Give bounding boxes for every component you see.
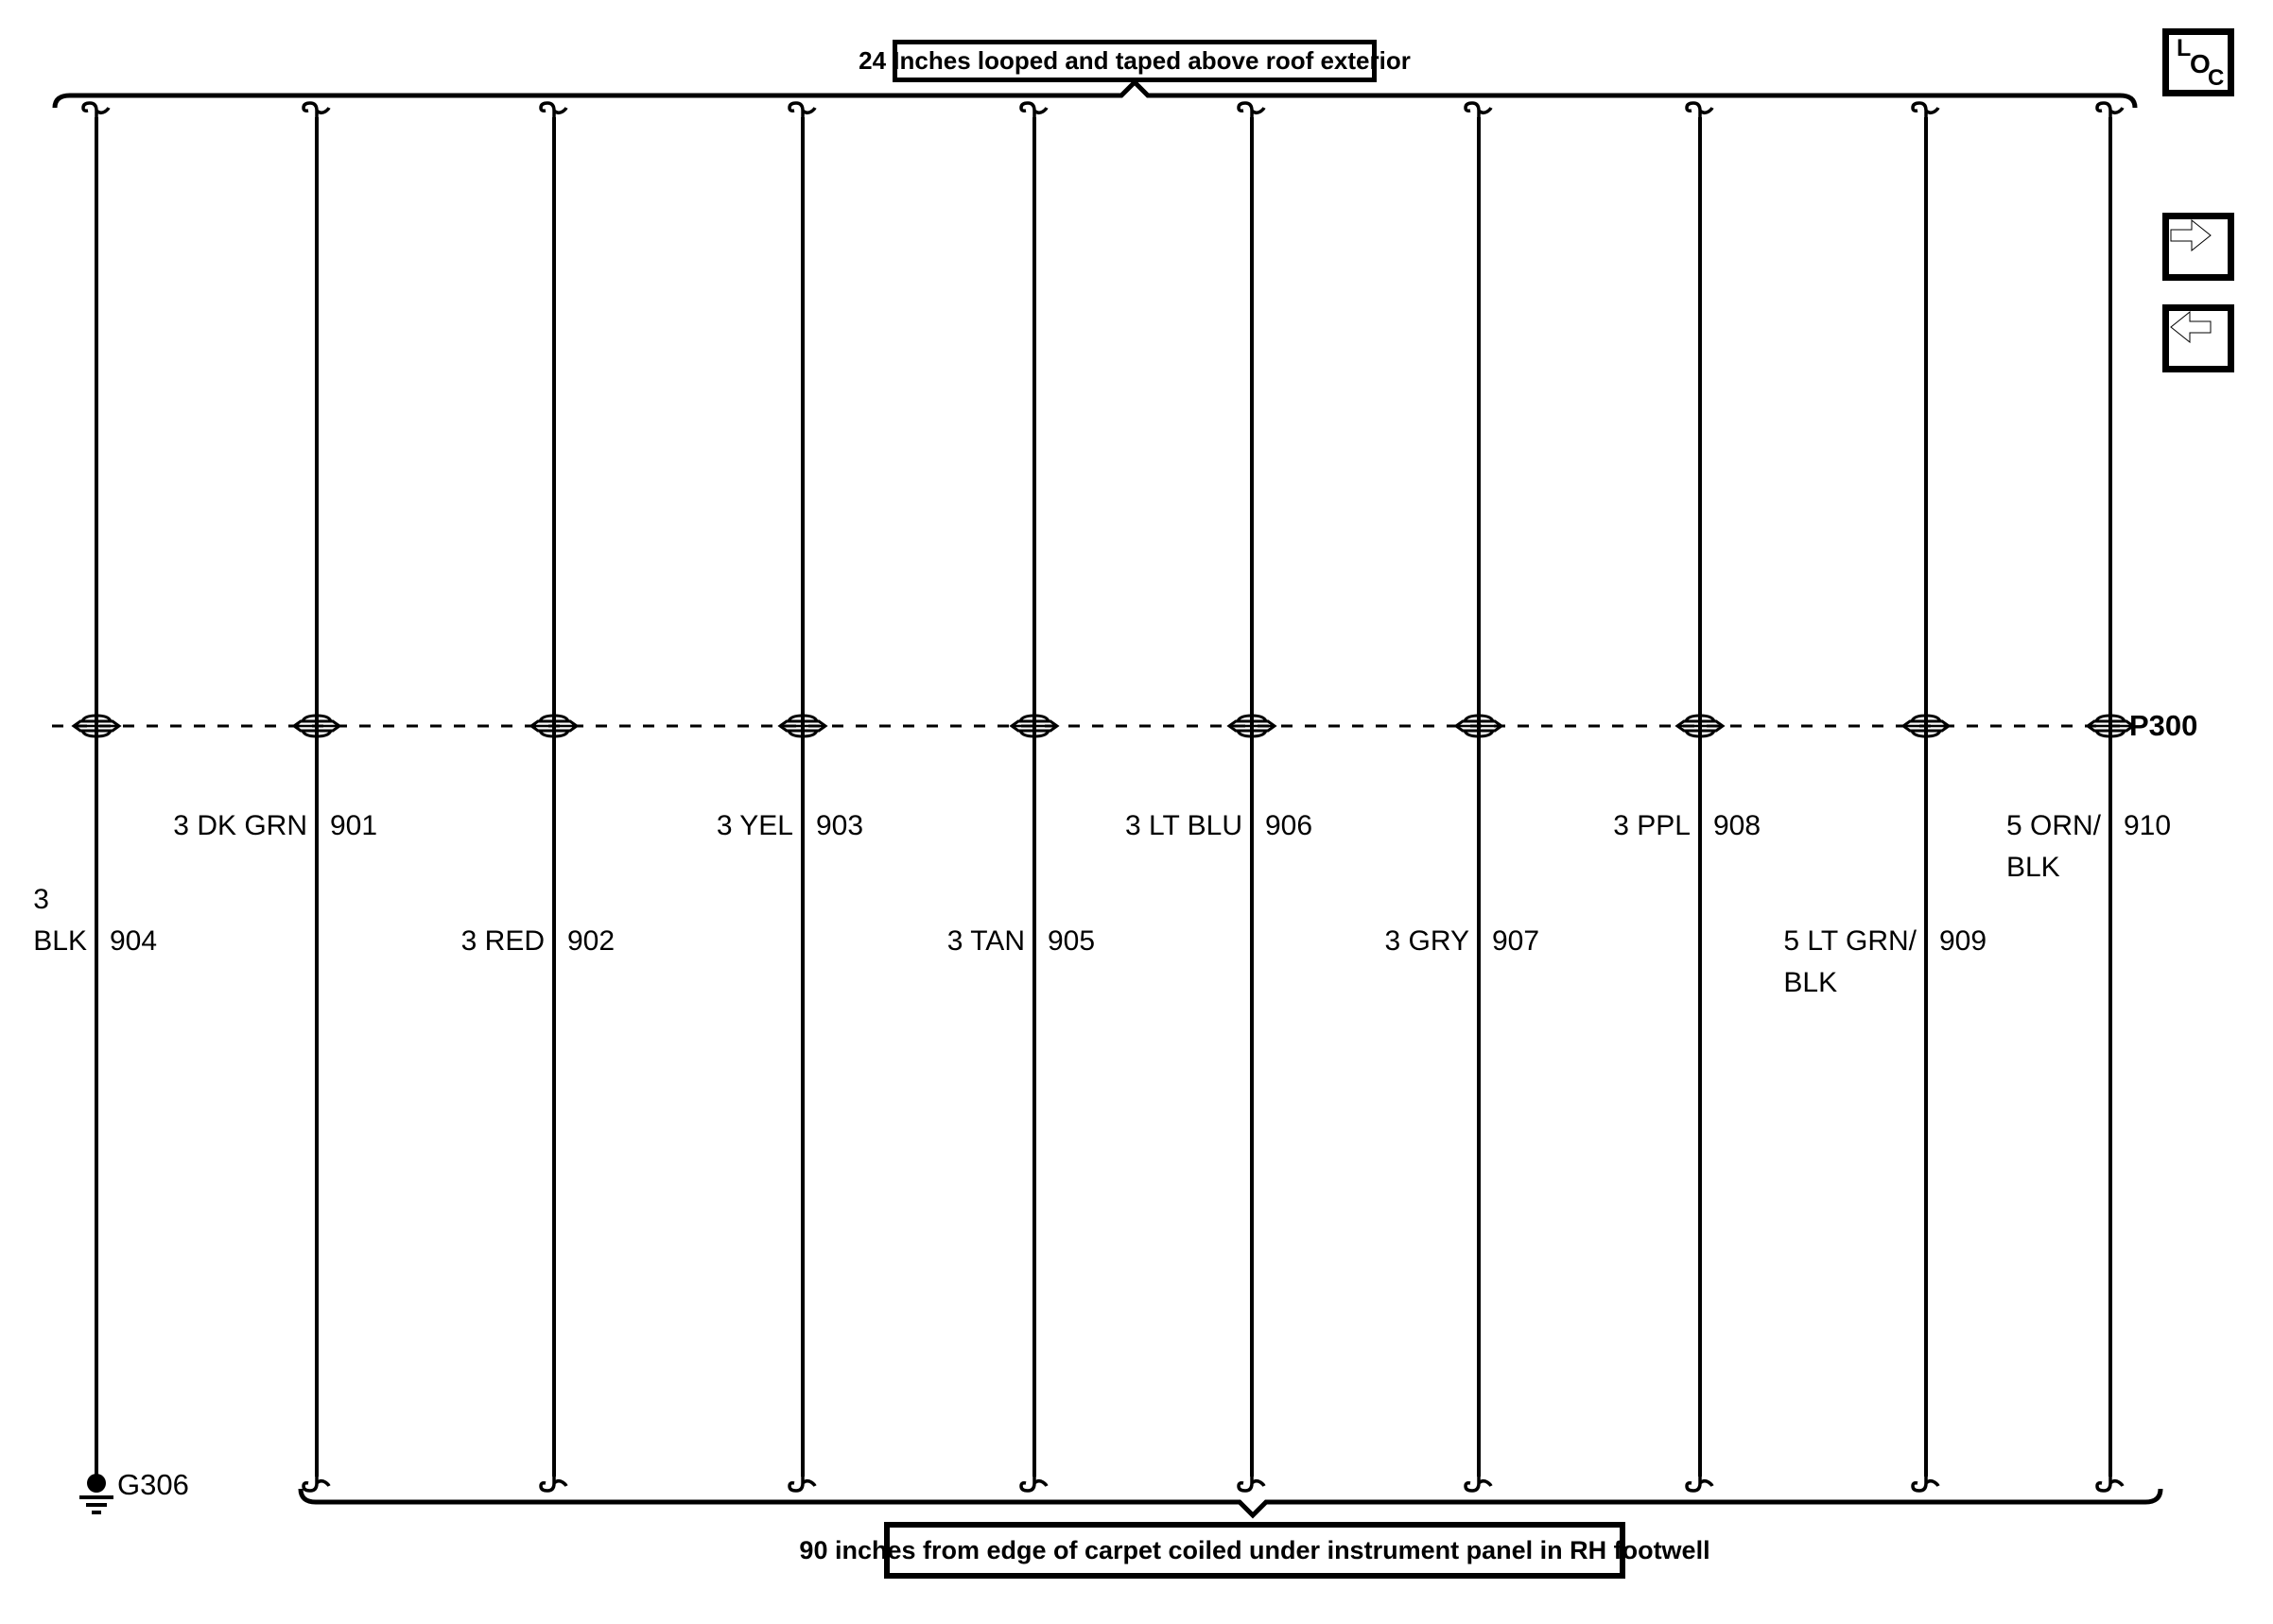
wire-color-label: 3 RED <box>460 925 545 957</box>
wire-circuit-number: 905 <box>1048 925 1096 957</box>
bottom-length-brace <box>298 1488 2163 1519</box>
forward-arrow-button[interactable] <box>2162 213 2234 281</box>
loc-letter-c: C <box>2208 65 2225 91</box>
wire-bottom-hook <box>788 1477 817 1493</box>
wire-903 <box>777 101 828 1493</box>
p300-connector-label: P300 <box>2129 709 2198 742</box>
wire-910 <box>2085 101 2136 1493</box>
wire-color-label: 5 LT GRN/ BLK <box>1783 925 1917 998</box>
wire-909 <box>1900 101 1952 1493</box>
wire-color-label: 3 GRY <box>1384 925 1470 957</box>
wire-bottom-hook <box>1237 1477 1266 1493</box>
wire-circuit-number: 901 <box>330 810 378 841</box>
p300-splice-connector-icon <box>1453 714 1504 738</box>
loc-button[interactable]: L O C <box>2162 28 2234 96</box>
bottom-note-text: 90 inches from edge of carpet coiled und… <box>799 1535 1710 1564</box>
wire-top-hook <box>788 101 817 117</box>
wire-circuit-number: 902 <box>567 925 616 957</box>
wire-908 <box>1674 101 1726 1493</box>
wire-color-label: 3 PPL <box>1613 810 1691 841</box>
wire-bottom-hook <box>302 1477 331 1493</box>
wire-circuit-number: 903 <box>816 810 864 841</box>
p300-splice-connector-icon <box>529 714 580 738</box>
top-measurement-note: 24 Inches looped and taped above roof ex… <box>859 40 1411 82</box>
left-arrow-icon <box>2170 311 2212 343</box>
wire-circuit-number: 909 <box>1939 925 1987 957</box>
wire-circuit-number: 908 <box>1713 810 1761 841</box>
g306-ground-icon <box>79 1474 113 1514</box>
wire-circuit-number: 904 <box>110 925 158 957</box>
wire-bottom-hook <box>539 1477 568 1493</box>
top-length-brace <box>52 78 2138 109</box>
bottom-measurement-note: 90 inches from edge of carpet coiled und… <box>799 1522 1710 1579</box>
wire-top-hook <box>81 101 111 117</box>
wire-905 <box>1009 101 1060 1493</box>
wire-top-hook <box>1685 101 1714 117</box>
wire-bottom-hook <box>1019 1477 1049 1493</box>
loc-letter-o: O <box>2190 49 2211 78</box>
wire-904 <box>71 101 122 1475</box>
wire-902 <box>529 101 580 1493</box>
wire-bottom-hook <box>1464 1477 1493 1493</box>
wire-top-hook <box>1237 101 1266 117</box>
p300-splice-connector-icon <box>1226 714 1277 738</box>
wire-top-hook <box>2095 101 2125 117</box>
wire-top-hook <box>539 101 568 117</box>
wire-circuit-number: 906 <box>1265 810 1313 841</box>
wire-bottom-hook <box>1685 1477 1714 1493</box>
p300-splice-connector-icon <box>1900 714 1952 738</box>
wire-color-label: 3 BLK <box>33 884 87 957</box>
p300-splice-connector-icon <box>71 714 122 738</box>
p300-splice-connector-icon <box>2085 714 2136 738</box>
wire-top-hook <box>1464 101 1493 117</box>
p300-splice-connector-icon <box>1009 714 1060 738</box>
right-arrow-icon <box>2170 219 2212 251</box>
p300-splice-connector-icon <box>291 714 342 738</box>
p300-splice-connector-icon <box>1674 714 1726 738</box>
wire-color-label: 3 DK GRN <box>173 810 307 841</box>
wire-color-label: 3 TAN <box>946 925 1025 957</box>
loc-letter-l: L <box>2177 35 2192 61</box>
wire-top-hook <box>1019 101 1049 117</box>
wire-top-hook <box>1911 101 1940 117</box>
p300-splice-connector-icon <box>777 714 828 738</box>
wire-bottom-hook <box>1911 1477 1940 1493</box>
wire-bottom-hook <box>2095 1477 2125 1493</box>
wire-circuit-number: 907 <box>1492 925 1540 957</box>
wire-906 <box>1226 101 1277 1493</box>
wire-color-label: 3 YEL <box>716 810 793 841</box>
g306-ground-label: G306 <box>117 1468 189 1501</box>
wire-907 <box>1453 101 1504 1493</box>
wire-circuit-number: 910 <box>2124 810 2172 841</box>
top-note-text: 24 Inches looped and taped above roof ex… <box>859 46 1411 75</box>
wire-color-label: 5 ORN/ BLK <box>2005 810 2101 883</box>
back-arrow-button[interactable] <box>2162 304 2234 372</box>
wire-top-hook <box>302 101 331 117</box>
wire-901 <box>291 101 342 1493</box>
wire-color-label: 3 LT BLU <box>1125 810 1242 841</box>
